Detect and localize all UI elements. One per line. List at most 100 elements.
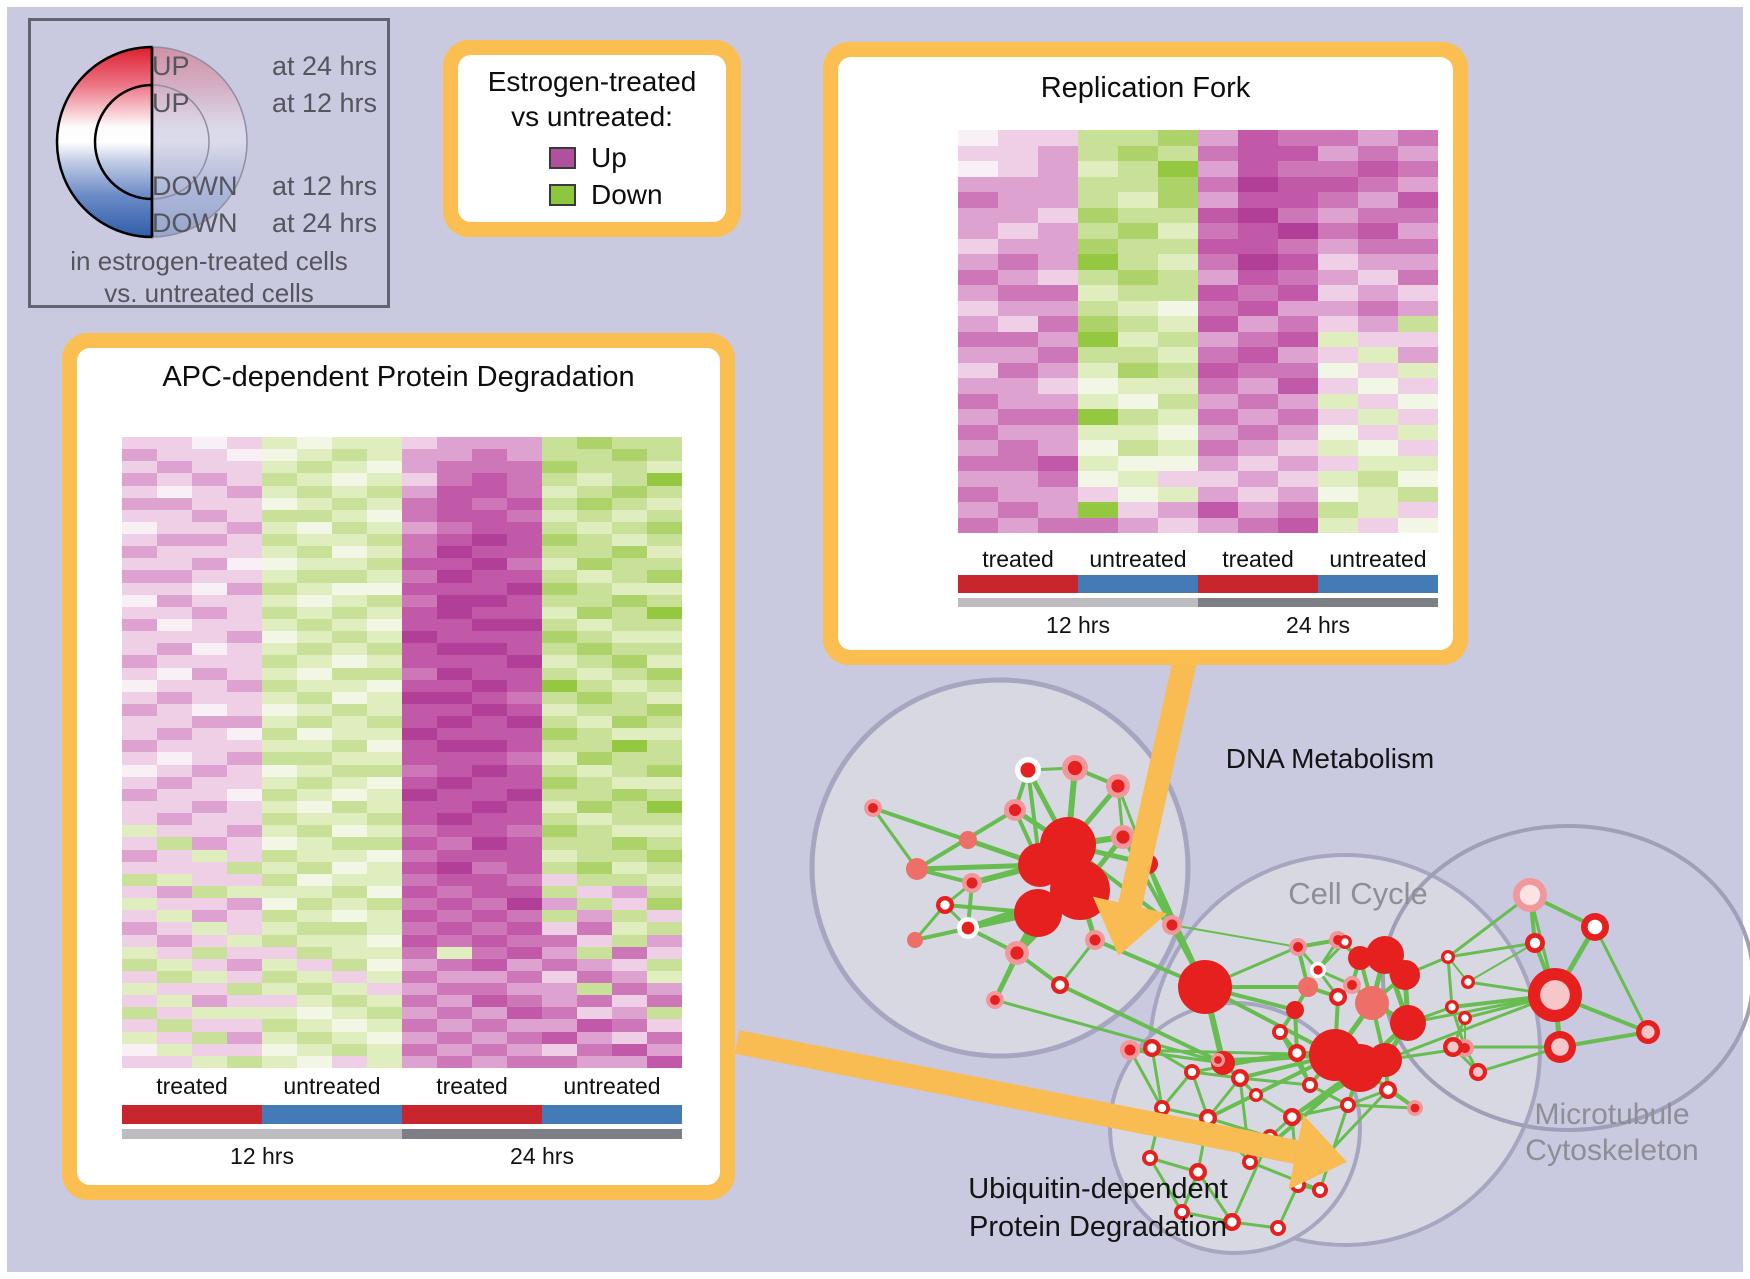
heatmap-cell — [998, 161, 1038, 177]
heatmap-cell — [1238, 393, 1278, 409]
network-edge — [1196, 1170, 1234, 1224]
heatmap-cell — [647, 643, 682, 656]
heatmap-cell — [542, 1031, 577, 1044]
heatmap-cell — [612, 885, 647, 899]
heatmap-cell — [402, 667, 437, 680]
heatmap-cell — [472, 825, 507, 838]
heatmap-cell — [367, 849, 402, 862]
heatmap-cell — [262, 764, 297, 777]
arrow-replication-fork-to-dna-head — [1092, 896, 1168, 956]
heatmap-cell — [437, 667, 472, 680]
heatmap-cell — [262, 849, 297, 862]
heatmap-cell — [192, 473, 227, 486]
heatmap-cell — [1398, 254, 1438, 270]
heatmap-cell — [367, 728, 402, 741]
heatmap-cell — [297, 764, 332, 777]
heatmap-cell — [542, 485, 577, 498]
heatmap-cell — [958, 130, 998, 146]
heatmap-cell — [227, 703, 262, 717]
heatmap-cell — [507, 497, 542, 510]
heatmap-cell — [577, 995, 612, 1008]
heatmap-cell — [507, 534, 542, 547]
heatmap-cell — [332, 716, 367, 729]
heatmap-cell — [157, 582, 192, 595]
heatmap-cell — [402, 703, 437, 717]
heatmap-cell — [1038, 192, 1078, 208]
heatmap-cell — [262, 473, 297, 486]
heatmap-cell — [647, 703, 682, 717]
heatmap-cell — [192, 740, 227, 753]
heatmap-cell — [542, 983, 577, 996]
heatmap-cell — [472, 485, 507, 498]
heatmap-cell — [998, 502, 1038, 518]
heatmap-cell — [507, 861, 542, 874]
network-node — [1529, 937, 1541, 949]
network-node — [1111, 779, 1125, 793]
heatmap-cell — [1078, 254, 1118, 270]
heatmap-cell — [472, 861, 507, 874]
heatmap-cell — [1198, 316, 1238, 332]
heatmap-cell — [1238, 471, 1278, 487]
heatmap-cell — [542, 934, 577, 947]
heatmap-cell — [1278, 176, 1318, 192]
heatmap-cell — [402, 788, 437, 802]
heatmap-cell — [612, 1043, 647, 1056]
heatmap-cell — [157, 1007, 192, 1020]
heatmap-cell — [227, 934, 262, 947]
heatmap-cell — [1038, 486, 1078, 502]
heatmap-cell — [647, 606, 682, 620]
heatmap-cell — [227, 728, 262, 741]
heatmap-cell — [332, 849, 367, 862]
heatmap-cell — [332, 1043, 367, 1056]
heatmap-cell — [1278, 269, 1318, 285]
heatmap-cell — [262, 946, 297, 959]
heatmap-cell — [157, 534, 192, 547]
heatmap-cell — [998, 192, 1038, 208]
network-node — [1410, 1103, 1420, 1113]
heatmap-cell — [472, 521, 507, 535]
heatmap-cell — [297, 813, 332, 826]
heatmap-cell — [332, 497, 367, 510]
heatmap-cell — [262, 534, 297, 547]
heatmap-cell — [1238, 331, 1278, 347]
heatmap-cell — [262, 958, 297, 971]
heatmap-cell — [507, 764, 542, 777]
heatmap-cell — [262, 801, 297, 814]
heatmap-cell — [472, 740, 507, 753]
network-node — [1203, 1113, 1213, 1123]
heatmap-cell — [262, 898, 297, 911]
heatmap-cell — [577, 570, 612, 583]
network-node — [1124, 1044, 1136, 1056]
heatmap-cell — [332, 558, 367, 571]
heatmap-cell — [367, 449, 402, 462]
heatmap-cell — [1358, 517, 1398, 533]
heatmap-cell — [367, 995, 402, 1008]
heatmap-cell — [1278, 486, 1318, 502]
heatmap-cell — [227, 764, 262, 777]
heatmap-cell — [1158, 285, 1198, 301]
heatmap-cell — [227, 643, 262, 656]
heatmap-cell — [262, 885, 297, 899]
heatmap-cell — [998, 300, 1038, 316]
heatmap-cell — [192, 594, 227, 607]
heatmap-cell — [122, 679, 157, 692]
heatmap-cell — [577, 497, 612, 510]
heatmap-cell — [262, 509, 297, 522]
network-node — [868, 803, 878, 813]
heatmap-cell — [227, 995, 262, 1008]
heatmap-cell — [542, 655, 577, 668]
heatmap-cell — [542, 752, 577, 765]
heatmap-cell — [1038, 161, 1078, 177]
heatmap-cell — [1358, 192, 1398, 208]
heatmap-cell — [1358, 207, 1398, 223]
heatmap-cell — [1238, 440, 1278, 456]
heatmap-cell — [332, 885, 367, 899]
condition-label: treated — [156, 1073, 228, 1099]
comparison-legend-inner — [458, 55, 726, 222]
heatmap-cell — [542, 643, 577, 656]
heatmap-cell — [1078, 471, 1118, 487]
heatmap-cell — [262, 594, 297, 607]
heatmap-cell — [1198, 378, 1238, 394]
heatmap-cell — [1198, 517, 1238, 533]
heatmap-cell — [1118, 331, 1158, 347]
